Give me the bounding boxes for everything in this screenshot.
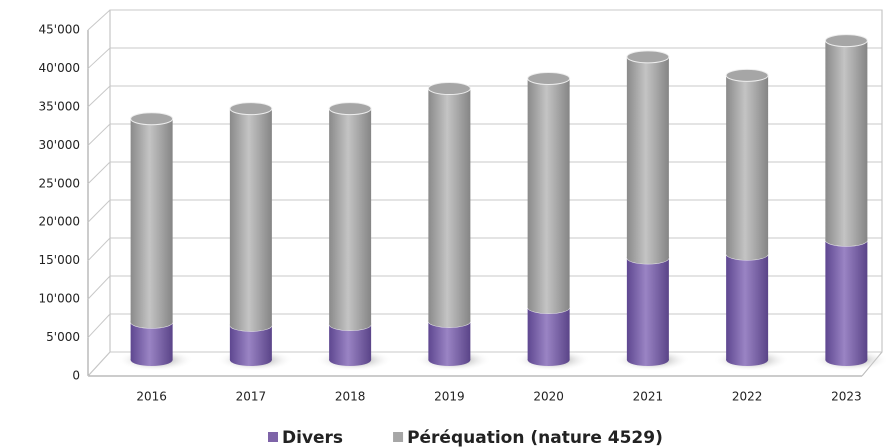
- bar-segment: [130, 118, 173, 323]
- grid-line: [87, 275, 882, 300]
- grid-line: [87, 351, 882, 377]
- grid-line: [87, 313, 882, 338]
- x-tick-label: 2020: [533, 390, 564, 404]
- y-tick-label: 30'000: [39, 138, 80, 152]
- x-tick-label: 2016: [136, 390, 167, 404]
- grid-line: [87, 123, 882, 146]
- segment-bottom: [726, 354, 769, 366]
- segment-bottom: [428, 315, 471, 328]
- x-tick-label: 2018: [335, 390, 366, 404]
- x-tick-label: 2022: [732, 390, 763, 404]
- legend-swatch: [268, 432, 278, 442]
- segment-bottom: [527, 354, 570, 366]
- segment-bottom: [130, 354, 173, 366]
- segment-bottom: [726, 248, 769, 261]
- grid-line: [87, 9, 882, 31]
- bar-segment: [428, 88, 471, 322]
- bar-segment: [527, 78, 570, 308]
- x-tick-label: 2021: [633, 390, 664, 404]
- grid-line: [87, 85, 882, 108]
- segment-bottom: [825, 354, 868, 366]
- segment-bottom: [825, 234, 868, 247]
- segment-top: [725, 68, 769, 82]
- segment-top: [130, 112, 174, 126]
- bar-segment: [229, 108, 272, 326]
- y-tick-label: 40'000: [39, 61, 80, 75]
- segment-bottom: [329, 354, 372, 366]
- segment-bottom: [626, 251, 669, 264]
- segment-bottom: [527, 301, 570, 314]
- y-tick-label: 15'000: [39, 253, 80, 267]
- segment-bottom: [329, 318, 372, 331]
- segment-bottom: [229, 354, 272, 366]
- grid-line: [87, 47, 882, 69]
- y-tick-label: 0: [72, 369, 80, 383]
- segment-bottom: [428, 354, 471, 366]
- legend-label: Divers: [282, 428, 343, 448]
- y-tick-label: 45'000: [39, 23, 80, 37]
- x-tick-label: 2017: [236, 390, 267, 404]
- y-tick-label: 10'000: [39, 292, 80, 306]
- y-tick-label: 35'000: [39, 99, 80, 113]
- segment-bottom: [130, 316, 173, 329]
- grid-line: [87, 161, 882, 185]
- bar-segment: [726, 254, 769, 360]
- y-tick-label: 25'000: [39, 176, 80, 190]
- x-tick-label: 2019: [434, 390, 465, 404]
- segment-top: [229, 102, 273, 116]
- bar-segment: [527, 307, 570, 360]
- segment-top: [427, 82, 471, 96]
- bar-segment: [329, 108, 372, 325]
- segment-bottom: [229, 319, 272, 332]
- y-tick-label: 20'000: [39, 215, 80, 229]
- segment-top: [328, 102, 372, 116]
- y-tick-label: 5'000: [46, 330, 80, 344]
- bar-segment: [825, 40, 868, 241]
- segment-top: [626, 50, 670, 64]
- segment-top: [527, 72, 571, 86]
- segment-bottom: [626, 354, 669, 366]
- legend-swatch: [393, 432, 404, 442]
- bar-segment: [726, 75, 769, 255]
- grid-line: [87, 199, 882, 223]
- grid-line: [87, 237, 882, 262]
- legend-label: Péréquation (nature 4529): [407, 428, 663, 448]
- x-tick-label: 2023: [831, 390, 862, 404]
- bar-segment: [626, 56, 669, 258]
- segment-top: [824, 34, 868, 48]
- bar-segment: [626, 257, 669, 360]
- bar-segment: [825, 240, 868, 360]
